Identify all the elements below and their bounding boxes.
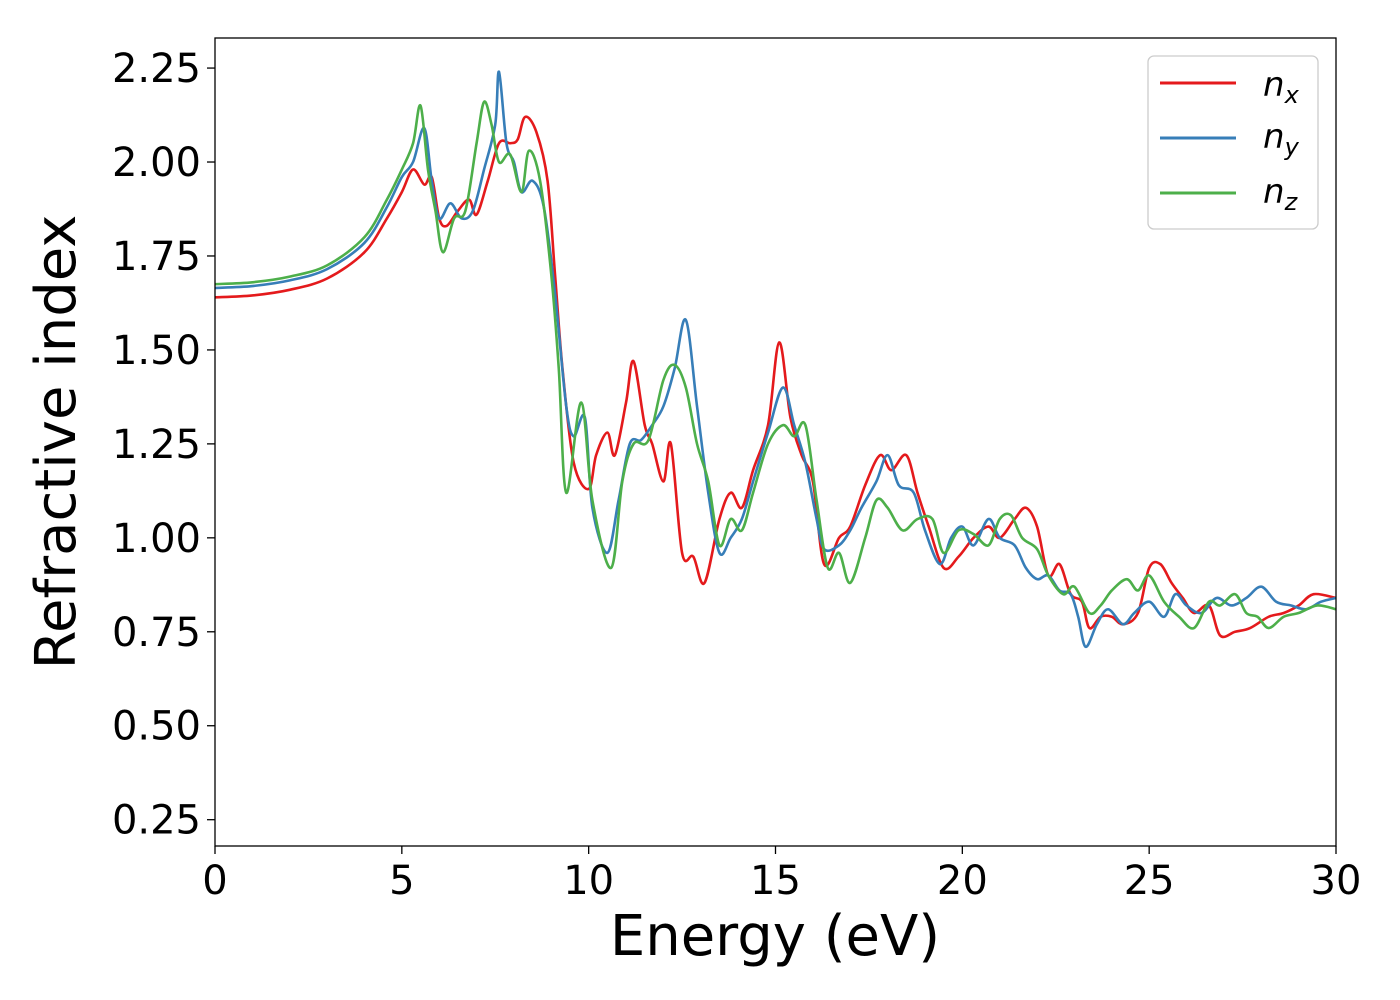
y-tick-label: 0.50: [112, 704, 201, 750]
y-tick-label: 2.00: [112, 140, 201, 186]
x-axis-title: Energy (eV): [610, 904, 940, 969]
series-line-nz: [215, 100, 1336, 630]
y-tick-label: 1.25: [112, 422, 201, 468]
x-tick-label: 20: [937, 858, 988, 904]
x-tick-label: 15: [750, 858, 801, 904]
legend: nx ny nz: [1147, 55, 1319, 230]
y-tick-label: 0.75: [112, 610, 201, 656]
y-tick-label: 2.25: [112, 46, 201, 92]
y-tick-label: 1.75: [112, 234, 201, 280]
x-tick-label: 30: [1311, 858, 1362, 904]
y-tick-label: 1.50: [112, 328, 201, 374]
x-tick-label: 25: [1124, 858, 1175, 904]
series-line-nx: [215, 115, 1336, 639]
y-tick-label: 1.00: [112, 516, 201, 562]
y-tick-label: 0.25: [112, 798, 201, 844]
x-tick-label: 0: [202, 858, 227, 904]
x-tick-label: 10: [563, 858, 614, 904]
series-layer: [215, 70, 1336, 649]
y-axis: 0.25 0.50 0.75 1.00 1.25 1.50 1.75 2.00 2.25: [112, 46, 215, 844]
legend-label-ny: ny: [1263, 117, 1300, 161]
series-line-ny: [215, 70, 1336, 649]
x-axis: 0 5 10 15 20 25 30: [202, 846, 1361, 904]
x-tick-label: 5: [389, 858, 414, 904]
legend-label-nx: nx: [1263, 65, 1300, 109]
legend-box: [1147, 55, 1319, 230]
legend-label-nz: nz: [1263, 172, 1299, 216]
y-axis-title: Refractive index: [24, 215, 89, 670]
